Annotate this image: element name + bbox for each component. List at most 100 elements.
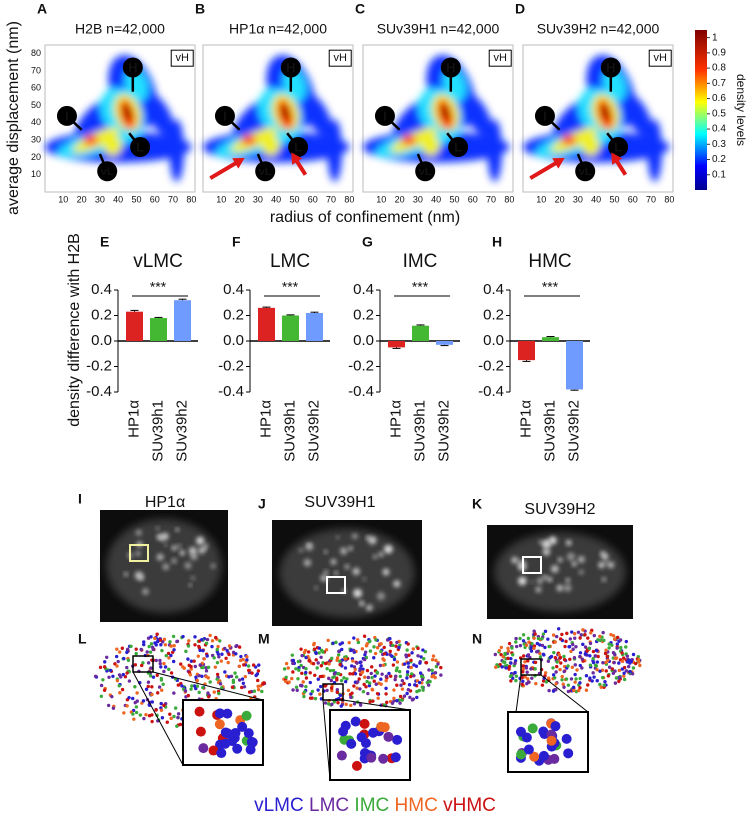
density-blob: [441, 104, 450, 121]
localization: [321, 661, 325, 665]
localization: [142, 716, 146, 721]
localization: [366, 691, 370, 696]
density-blob: [241, 134, 257, 146]
localization: [400, 687, 405, 691]
localization: [619, 645, 623, 650]
localization: [362, 657, 367, 662]
localization: [395, 660, 400, 664]
nuclear-spot: [179, 550, 185, 556]
localization: [570, 630, 574, 634]
localization: [126, 658, 131, 663]
localization: [227, 675, 231, 679]
localization: [409, 674, 413, 679]
localization: [162, 637, 167, 642]
localization: [332, 700, 337, 704]
localization: [380, 672, 384, 676]
localization: [494, 665, 498, 669]
localization: [189, 667, 193, 671]
zoom-localization: [241, 710, 252, 721]
nuclear-spot: [190, 576, 195, 581]
localization: [493, 652, 498, 657]
nuclear-spot: [530, 580, 534, 584]
localization: [524, 666, 529, 670]
localization: [115, 647, 119, 651]
localization: [521, 654, 526, 658]
localization: [258, 684, 263, 688]
y-tick-label: 0.2: [91, 306, 112, 323]
localization: [316, 688, 320, 692]
localization: [171, 659, 176, 664]
localization: [325, 688, 329, 693]
localization: [210, 639, 215, 643]
density-plot: I H LvL vH: [522, 44, 674, 193]
localization: [411, 697, 416, 701]
localization: [220, 652, 224, 656]
localization: [422, 657, 426, 661]
nuclear-spot: [188, 583, 192, 587]
localization: [629, 659, 634, 664]
localization: [204, 666, 208, 670]
localization: [532, 629, 536, 633]
localization: [245, 655, 249, 659]
nuclear-spot: [210, 563, 216, 569]
localization: [125, 704, 129, 708]
nuclear-spot: [542, 575, 548, 580]
localization: [162, 661, 166, 666]
localization: [500, 665, 504, 669]
localization: [368, 639, 372, 643]
localization: [251, 663, 256, 667]
x-tick-label: 50: [609, 194, 619, 204]
y-tick-label: -0.2: [478, 357, 504, 374]
localization: [407, 683, 412, 687]
localization: [514, 636, 518, 641]
localization: [131, 696, 135, 701]
localization: [171, 650, 175, 655]
localization: [578, 676, 582, 681]
localization: [168, 712, 172, 716]
panel-letter: C: [355, 1, 365, 17]
zoom-localization: [527, 723, 538, 734]
region-label: vL: [579, 166, 592, 178]
localization: [402, 694, 407, 698]
x-tick-label: 10: [376, 194, 386, 204]
panel-letter: N: [472, 631, 482, 647]
density-blob: [143, 92, 174, 136]
y-tick-label: -0.4: [478, 383, 504, 400]
region-label: vL: [259, 166, 272, 178]
localization: [284, 675, 288, 680]
localization: [625, 654, 630, 658]
localization: [430, 658, 435, 662]
localization: [111, 674, 115, 678]
localization: [206, 691, 210, 695]
localization: [573, 680, 577, 684]
localization: [159, 701, 163, 706]
nucleus: [494, 532, 626, 612]
nuclear-spot: [541, 541, 549, 548]
nuclear-spot: [542, 548, 551, 556]
localization: [299, 663, 303, 668]
localization: [542, 653, 546, 657]
localization: [208, 633, 212, 638]
legend-item: IMC: [354, 795, 389, 816]
panel-letter: A: [37, 1, 47, 17]
localization: [428, 679, 432, 684]
region-label: I: [223, 108, 227, 123]
localization: [615, 646, 619, 650]
localization: [169, 671, 174, 675]
localization: [355, 661, 359, 665]
localization: [398, 701, 402, 705]
zoom-localization: [336, 750, 347, 761]
localization: [218, 639, 222, 643]
bar: [412, 325, 429, 341]
localization: [521, 667, 525, 671]
panel-title: H2B n=42,000: [75, 21, 165, 37]
x-tick-label: 30: [95, 194, 105, 204]
localization: [384, 678, 388, 683]
nuclear-spot: [202, 543, 209, 549]
localization: [621, 656, 626, 660]
nuclear-spot: [352, 567, 360, 576]
colorbar-tick-label: 0.9: [712, 47, 726, 58]
y-tick-label: -0.2: [86, 357, 112, 374]
localization: [591, 660, 596, 665]
localization: [604, 648, 608, 652]
